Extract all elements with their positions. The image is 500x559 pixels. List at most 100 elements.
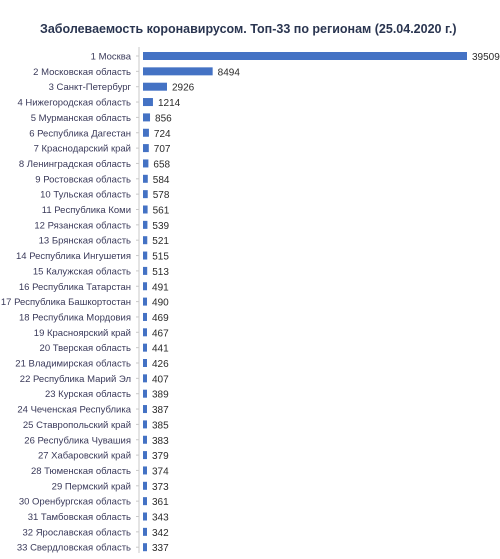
category-label: 7 Краснодарский край [34, 144, 131, 155]
value-label: 658 [153, 159, 170, 170]
bar [143, 52, 467, 60]
value-label: 373 [152, 482, 169, 493]
category-label: 31 Тамбовская область [28, 512, 131, 523]
value-label: 467 [152, 328, 169, 339]
category-label: 1 Москва [91, 52, 132, 63]
category-label: 20 Тверская область [40, 343, 132, 354]
category-label: 3 Санкт-Петербург [49, 82, 132, 93]
category-label: 29 Пермский край [52, 481, 131, 492]
category-label: 21 Владимирская область [15, 359, 131, 370]
value-label: 374 [152, 466, 169, 477]
bar [143, 512, 147, 521]
bar [143, 481, 147, 490]
category-label: 5 Мурманская область [31, 113, 131, 124]
value-label: 389 [152, 390, 169, 401]
value-label: 578 [153, 190, 170, 201]
value-label: 490 [152, 298, 169, 309]
value-label: 1214 [158, 98, 181, 109]
category-label: 17 Республика Башкортостан [1, 297, 131, 308]
category-label: 16 Республика Татарстан [19, 282, 131, 293]
category-label: 30 Оренбургская область [19, 497, 131, 508]
value-label: 407 [152, 374, 169, 385]
category-label: 15 Калужская область [33, 266, 131, 277]
value-label: 387 [152, 405, 169, 416]
bar [143, 466, 147, 475]
category-label: 10 Тульская область [40, 190, 131, 201]
value-label: 39509 [472, 52, 500, 63]
value-label: 342 [152, 528, 169, 539]
value-label: 383 [152, 436, 169, 447]
value-label: 561 [153, 206, 170, 217]
bar [143, 205, 148, 214]
bar [143, 527, 147, 536]
category-label: 11 Республика Коми [42, 205, 131, 216]
category-label: 33 Свердловская область [17, 543, 131, 554]
bar [143, 359, 147, 367]
bar [143, 343, 147, 352]
value-label: 2926 [172, 83, 195, 94]
category-label: 19 Красноярский край [34, 328, 131, 339]
category-label: 8 Ленинградская область [19, 159, 131, 170]
value-label: 343 [152, 513, 169, 524]
bar [143, 266, 148, 275]
value-label: 8494 [218, 67, 241, 78]
bar [143, 67, 213, 76]
bar [143, 174, 148, 183]
category-label: 24 Чеченская Республика [17, 405, 131, 416]
value-label: 724 [154, 129, 171, 140]
value-label: 539 [152, 221, 169, 232]
category-label: 13 Брянская область [39, 236, 131, 247]
category-label: 18 Республика Мордовия [19, 312, 131, 323]
chart-title: Заболеваемость коронавирусом. Топ-33 по … [40, 22, 457, 36]
value-label: 491 [152, 282, 169, 293]
bar [143, 312, 147, 321]
bar [143, 328, 147, 337]
value-label: 337 [152, 543, 169, 554]
bar [143, 144, 149, 153]
bar [143, 251, 148, 260]
bar [143, 220, 148, 229]
bar [143, 297, 148, 306]
category-label: 27 Хабаровский край [38, 451, 131, 462]
bar [143, 543, 147, 552]
value-label: 515 [152, 252, 169, 263]
bar [143, 159, 149, 168]
category-label: 26 Республика Чувашия [24, 435, 131, 446]
value-label: 441 [152, 344, 169, 355]
category-label: 2 Московская область [33, 67, 131, 78]
category-label: 28 Тюменская область [31, 466, 131, 477]
value-label: 707 [154, 144, 171, 155]
bar [143, 82, 167, 91]
value-label: 513 [152, 267, 169, 278]
value-label: 361 [152, 497, 169, 508]
bar [143, 405, 147, 414]
category-label: 32 Ярославская область [22, 527, 131, 538]
bar [143, 451, 147, 460]
category-label: 23 Курская область [45, 389, 131, 400]
bar [143, 374, 147, 383]
value-label: 469 [152, 313, 169, 324]
category-label: 4 Нижегородская область [17, 98, 131, 109]
bar [143, 435, 147, 444]
value-label: 426 [152, 359, 169, 370]
bar [143, 113, 151, 122]
bar [143, 190, 148, 199]
bar [143, 389, 147, 398]
bar [143, 236, 148, 245]
value-label: 379 [152, 451, 169, 462]
bar [143, 98, 153, 107]
bar [143, 282, 148, 291]
bar [143, 420, 147, 429]
bar [143, 497, 147, 506]
category-label: 6 Республика Дагестан [29, 128, 131, 139]
category-label: 12 Рязанская область [34, 220, 131, 231]
value-label: 856 [155, 113, 172, 124]
category-label: 9 Ростовская область [35, 174, 131, 185]
category-label: 14 Республика Ингушетия [16, 251, 131, 262]
bar [143, 128, 149, 137]
value-label: 521 [152, 236, 169, 247]
category-label: 22 Республика Марий Эл [20, 374, 131, 385]
value-label: 385 [152, 420, 169, 431]
value-label: 584 [153, 175, 170, 186]
